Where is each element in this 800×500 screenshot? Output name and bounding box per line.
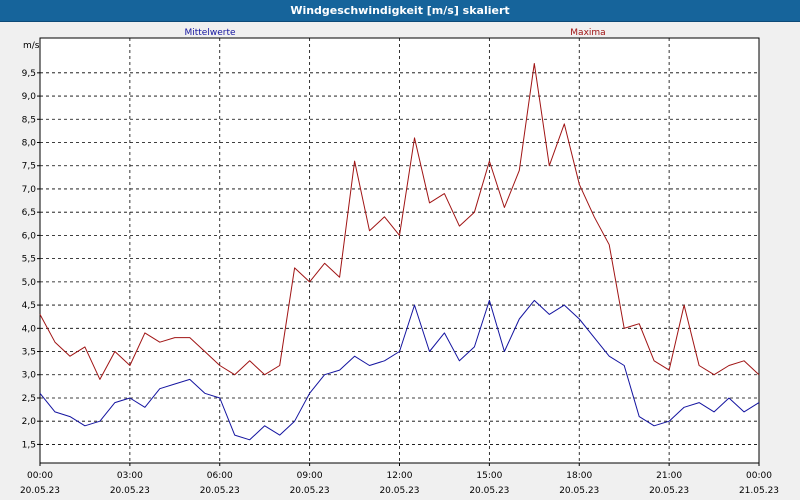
x-tick-time: 03:00	[117, 471, 143, 481]
x-tick-time: 00:00	[27, 471, 53, 481]
x-tick-date: 20.05.23	[469, 486, 509, 496]
x-tick-date: 20.05.23	[20, 486, 60, 496]
y-tick-label: 4,0	[22, 324, 37, 334]
y-tick-label: 1,5	[22, 440, 36, 450]
y-axis-unit: m/s	[23, 41, 40, 51]
y-tick-label: 3,0	[22, 371, 37, 381]
x-tick-time: 06:00	[207, 471, 233, 481]
x-tick-date: 20.05.23	[379, 486, 419, 496]
x-tick-time: 09:00	[297, 471, 323, 481]
wind-speed-chart: m/s Mittelwerte Maxima 1,5 2,0 2,5 3,0 3,5 4,…	[20, 28, 779, 496]
x-axis-ticks: 00:00 20.05.23 03:00 20.05.23 06:00 20.05.23 0…	[20, 463, 779, 496]
y-tick-label: 9,0	[22, 92, 37, 102]
y-tick-label: 6,5	[22, 208, 36, 218]
y-tick-label: 5,5	[22, 255, 36, 265]
x-tick-date: 20.05.23	[200, 486, 240, 496]
x-tick-date: 20.05.23	[110, 486, 150, 496]
y-tick-label: 4,5	[22, 301, 36, 311]
series-line-mittelwerte	[39, 299, 760, 441]
x-tick-time: 15:00	[476, 471, 502, 481]
y-tick-label: 8,5	[22, 115, 36, 125]
y-tick-label: 6,0	[22, 231, 37, 241]
x-tick-date: 20.05.23	[559, 486, 599, 496]
x-tick-date: 20.05.23	[290, 486, 330, 496]
chart-title: Windgeschwindigkeit [m/s] skaliert	[0, 0, 800, 22]
y-axis-ticks: 1,5 2,0 2,5 3,0 3,5 4,0 4,5 5,0 5,5 6,0 6,5 7,0 7,5 8…	[22, 69, 40, 450]
y-tick-label: 3,5	[22, 348, 36, 358]
y-tick-label: 9,5	[22, 69, 36, 79]
x-tick-time: 12:00	[387, 471, 413, 481]
y-tick-label: 8,0	[22, 139, 37, 149]
x-tick-time: 00:00	[746, 471, 772, 481]
legend-maxima: Maxima	[570, 28, 605, 38]
x-tick-time: 21:00	[656, 471, 682, 481]
y-tick-label: 7,5	[22, 162, 36, 172]
x-tick-date: 21.05.23	[739, 486, 779, 496]
y-tick-label: 5,0	[22, 278, 37, 288]
legend-mittelwerte: Mittelwerte	[184, 28, 235, 38]
y-tick-label: 2,0	[22, 417, 37, 427]
x-tick-time: 18:00	[566, 471, 592, 481]
grid-lines	[40, 38, 759, 463]
y-tick-label: 2,5	[22, 394, 36, 404]
x-tick-date: 20.05.23	[649, 486, 689, 496]
series-line-maxima	[39, 63, 760, 380]
series-lines	[39, 63, 760, 441]
y-tick-label: 7,0	[22, 185, 37, 195]
